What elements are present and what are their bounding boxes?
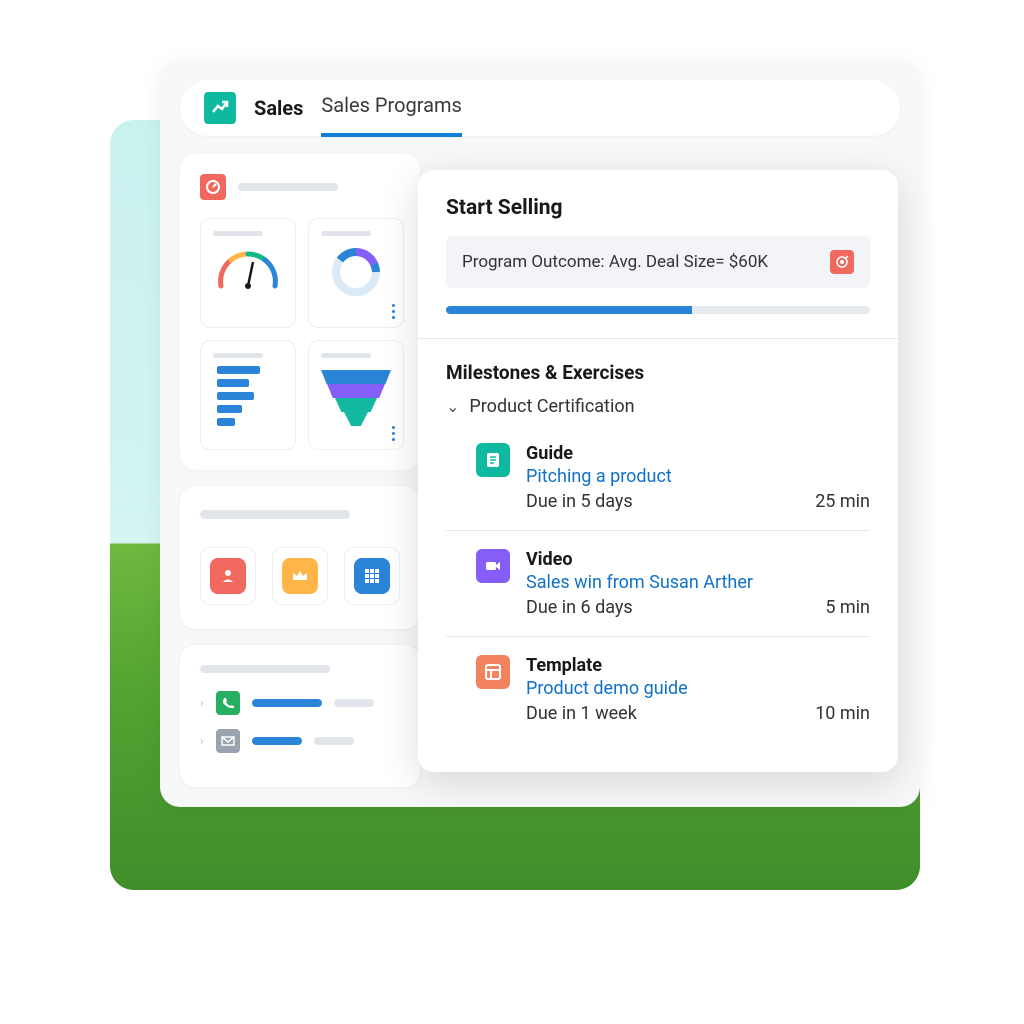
milestones-section-title: Milestones & Exercises	[446, 361, 870, 384]
app-logo-icon	[204, 92, 236, 124]
program-outcome-box: Program Outcome: Avg. Deal Size= $60K	[446, 236, 870, 288]
activity-list-card: › ›	[180, 645, 420, 787]
item-type-label: Guide	[526, 443, 870, 464]
badges-card	[180, 486, 420, 629]
milestone-item[interactable]: GuidePitching a product Due in 5 days 25 m…	[446, 435, 870, 530]
guide-icon	[476, 443, 510, 477]
placeholder-line	[238, 183, 338, 191]
placeholder-line	[200, 665, 330, 673]
item-due-text: Due in 6 days	[526, 597, 633, 618]
item-link[interactable]: Pitching a product	[526, 466, 870, 487]
milestone-group-toggle[interactable]: ⌄ Product Certification	[446, 396, 870, 417]
video-icon	[476, 549, 510, 583]
milestone-item[interactable]: VideoSales win from Susan Arther Due in 6…	[446, 530, 870, 636]
program-outcome-text: Program Outcome: Avg. Deal Size= $60K	[462, 252, 768, 272]
item-duration-text: 10 min	[815, 703, 870, 724]
speedometer-icon	[200, 174, 226, 200]
phone-icon	[216, 691, 240, 715]
star-badge[interactable]	[200, 547, 256, 605]
item-type-label: Video	[526, 549, 870, 570]
tab-sales-programs[interactable]: Sales Programs	[321, 93, 461, 123]
email-icon	[216, 729, 240, 753]
donut-chart[interactable]	[308, 218, 404, 328]
crown-badge[interactable]	[272, 547, 328, 605]
panel-title: Start Selling	[446, 196, 870, 220]
placeholder-line	[200, 510, 350, 519]
milestone-item[interactable]: TemplateProduct demo guide Due in 1 week 1…	[446, 636, 870, 742]
list-item[interactable]: ›	[200, 729, 400, 753]
brand-label: Sales	[254, 96, 303, 120]
chevron-right-icon: ›	[200, 696, 204, 710]
item-duration-text: 5 min	[825, 597, 870, 618]
program-detail-panel: Start Selling Program Outcome: Avg. Deal…	[418, 170, 898, 772]
target-icon	[830, 250, 854, 274]
funnel-chart[interactable]	[308, 340, 404, 450]
chevron-down-icon: ⌄	[446, 397, 459, 416]
item-due-text: Due in 5 days	[526, 491, 633, 512]
dashboard-charts-card	[180, 154, 420, 470]
item-link[interactable]: Product demo guide	[526, 678, 870, 699]
grid-badge[interactable]	[344, 547, 400, 605]
item-duration-text: 25 min	[815, 491, 870, 512]
horizontal-bar-chart[interactable]	[200, 340, 296, 450]
header-bar: Sales Sales Programs	[180, 80, 900, 136]
progress-bar	[446, 306, 870, 314]
gauge-chart[interactable]	[200, 218, 296, 328]
item-due-text: Due in 1 week	[526, 703, 637, 724]
item-type-label: Template	[526, 655, 870, 676]
list-item[interactable]: ›	[200, 691, 400, 715]
chevron-right-icon: ›	[200, 734, 204, 748]
milestone-group-label: Product Certification	[469, 396, 634, 417]
item-link[interactable]: Sales win from Susan Arther	[526, 572, 870, 593]
template-icon	[476, 655, 510, 689]
